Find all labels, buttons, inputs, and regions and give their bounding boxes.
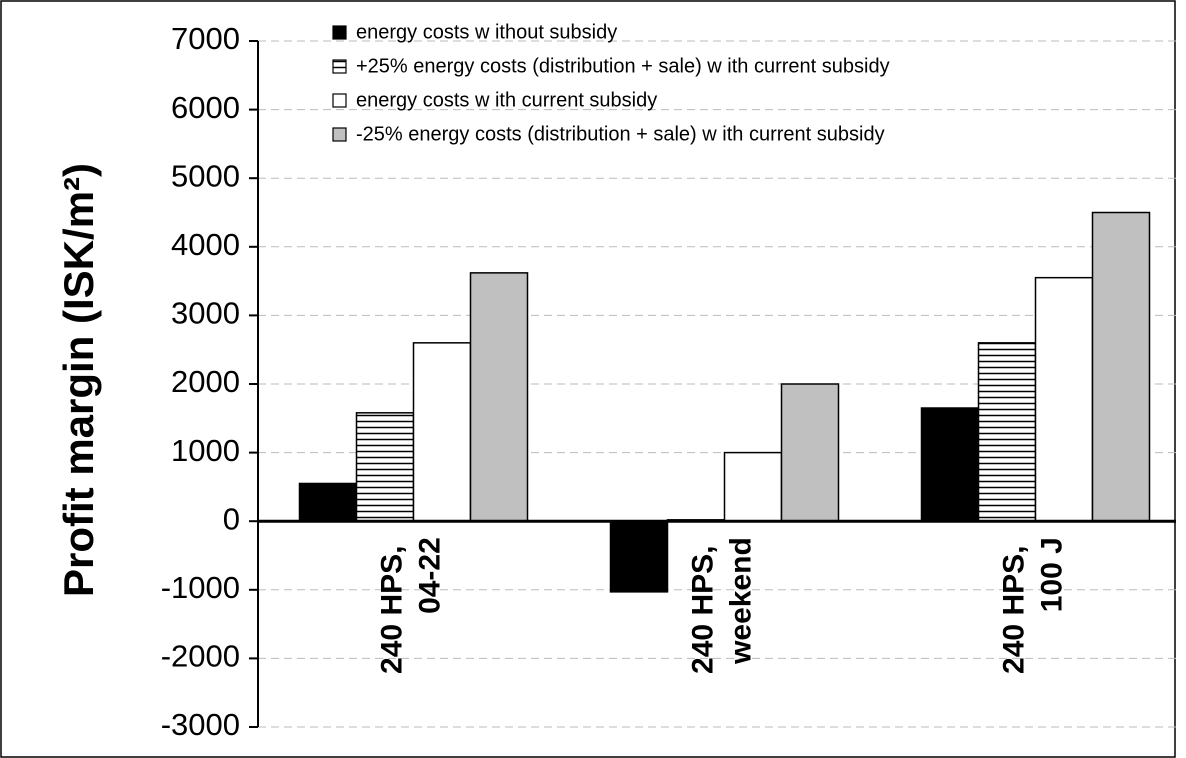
- x-tick-label: 240 HPS, 100 J: [997, 537, 1068, 674]
- y-tick-label: 3000: [171, 296, 240, 331]
- y-tick-label: 6000: [171, 90, 240, 125]
- bar: [977, 342, 1037, 522]
- y-tick-label: 2000: [171, 364, 240, 399]
- y-tick-label: 4000: [171, 227, 240, 262]
- y-tick-label: -3000: [161, 707, 240, 742]
- bar: [412, 342, 472, 522]
- bar: [298, 482, 358, 522]
- y-tick-label: 0: [223, 501, 240, 536]
- x-tick-label-line: 100 J: [1035, 537, 1068, 612]
- x-tick-label: 240 HPS, weekend: [686, 537, 757, 674]
- legend-swatch: [332, 59, 347, 74]
- bar: [1034, 276, 1094, 522]
- legend-swatch: [332, 25, 347, 40]
- legend-label: energy costs w ith current subsidy: [356, 89, 657, 111]
- bar: [723, 451, 783, 522]
- bar: [780, 383, 840, 522]
- bar: [609, 520, 669, 593]
- legend-swatch: [332, 93, 347, 108]
- y-tick-label: -1000: [161, 570, 240, 605]
- x-tick-label-line: 240 HPS,: [997, 537, 1030, 674]
- x-tick-label: 240 HPS, 04-22: [375, 537, 446, 674]
- bar: [469, 272, 529, 522]
- legend-swatch: [332, 127, 347, 142]
- y-tick-label: 7000: [171, 21, 240, 56]
- bar: [355, 412, 415, 522]
- legend-label: energy costs w ithout subsidy: [356, 21, 617, 43]
- x-tick-label-line: 240 HPS,: [375, 537, 408, 674]
- bar: [920, 407, 980, 522]
- x-tick-label-line: 04-22: [413, 537, 446, 614]
- x-tick-label-line: 240 HPS,: [686, 537, 719, 674]
- bar: [1091, 211, 1151, 522]
- y-axis-title: Profit margin (ISK/m²): [55, 163, 102, 597]
- y-tick-label: 5000: [171, 158, 240, 193]
- x-tick-label-line: weekend: [724, 537, 757, 665]
- legend-label: +25% energy costs (distribution + sale) …: [356, 55, 890, 77]
- legend-label: -25% energy costs (distribution + sale) …: [356, 123, 885, 145]
- y-tick-label: 1000: [171, 433, 240, 468]
- y-tick-label: -2000: [161, 639, 240, 674]
